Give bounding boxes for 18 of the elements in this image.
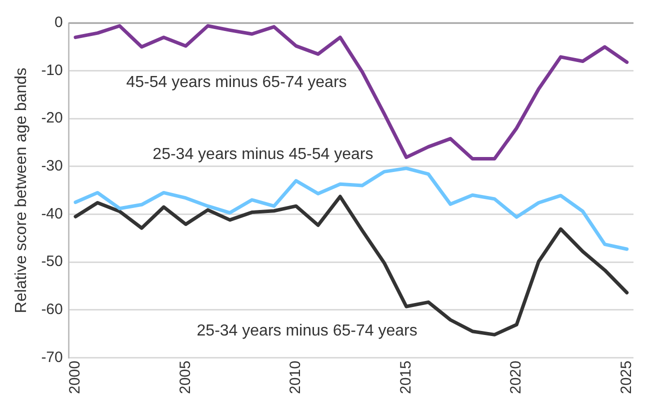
y-tick-label: -60 — [41, 300, 63, 318]
y-tick-label: -40 — [41, 205, 63, 222]
y-tick-label: -50 — [41, 253, 63, 270]
y-tick-label: 0 — [54, 14, 63, 32]
x-tick-label: 2020 — [508, 360, 525, 394]
y-tick-label: -20 — [41, 110, 63, 127]
series-label: 25-34 years minus 45-54 years — [152, 146, 374, 163]
y-tick-label: -70 — [41, 348, 63, 366]
x-tick-label: 2005 — [176, 360, 194, 394]
x-tick-label: 2000 — [66, 360, 84, 394]
x-tick-label: 2015 — [397, 360, 414, 394]
y-axis-title: Relative score between age bands — [13, 68, 30, 314]
x-tick-label: 2010 — [287, 360, 304, 394]
x-tick-label: 2025 — [618, 360, 635, 394]
y-tick-label: -30 — [41, 158, 63, 175]
series-label: 25-34 years minus 65-74 years — [196, 322, 418, 340]
y-tick-label: -10 — [41, 62, 63, 79]
series-label: 45-54 years minus 65-74 years — [126, 74, 347, 92]
